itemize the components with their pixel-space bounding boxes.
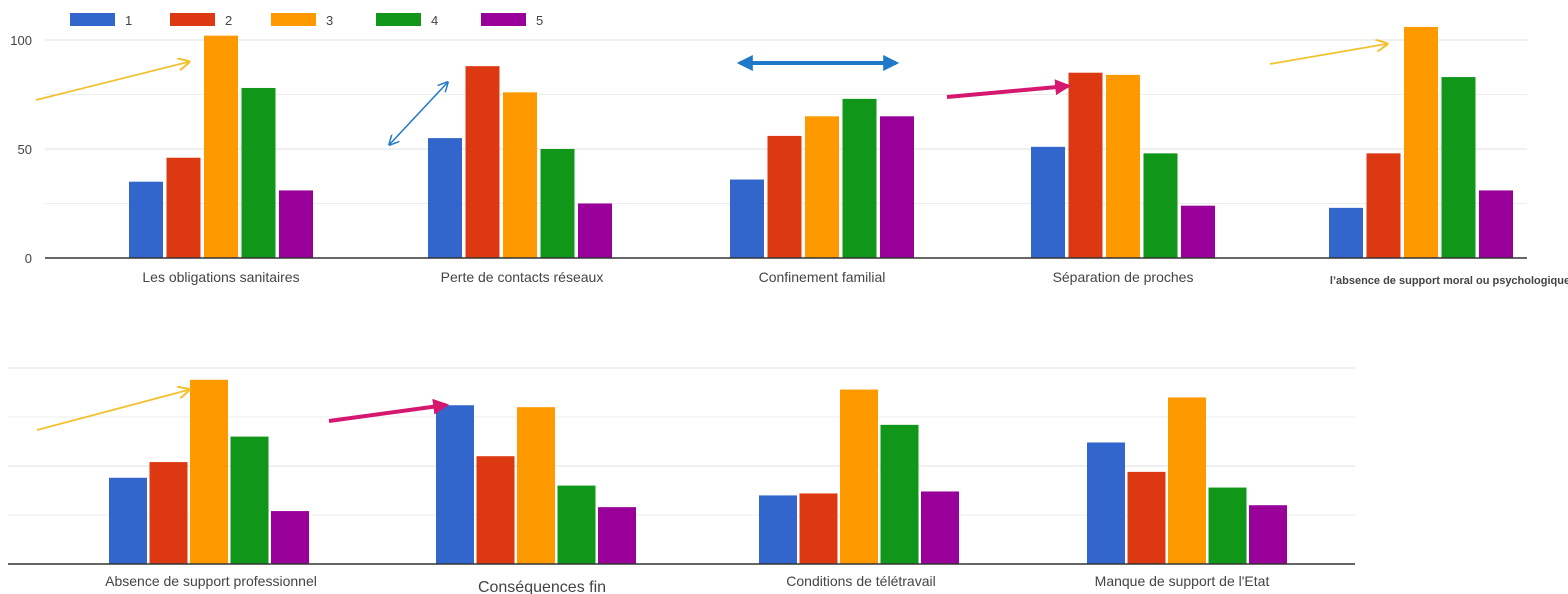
category-label-4: Manque de support de l'Etat	[1095, 573, 1270, 589]
bar-cat2-series3	[503, 92, 537, 258]
double-arrow-blue-1	[390, 83, 447, 144]
legend-label-3: 3	[326, 13, 333, 28]
chart-bottom-category-labels: Absence de support professionnel Conséque…	[105, 573, 1269, 594]
chart-top-bars	[129, 26, 1513, 259]
bar-cat2-series2	[476, 456, 515, 564]
category-label-3: Confinement familial	[759, 269, 886, 285]
legend: 1 2 3 4 5	[70, 13, 543, 28]
legend-swatch-3	[271, 13, 316, 26]
bar-cat4-series1	[1031, 146, 1065, 258]
legend-label-5: 5	[536, 13, 543, 28]
bar-cat3-series4	[880, 424, 919, 564]
legend-label-1: 1	[125, 13, 132, 28]
arrow-magenta-1	[946, 79, 1072, 99]
bar-cat1-series5	[271, 511, 309, 564]
bar-cat4-series4	[1208, 487, 1247, 564]
bar-cat4-series1	[1087, 442, 1125, 564]
y-tick-label-100: 100	[10, 33, 32, 48]
bar-cat3-series3	[840, 389, 878, 564]
bar-cat1-series3	[190, 379, 228, 564]
bar-cat2-series5	[578, 203, 612, 258]
bar-cat5-series5	[1479, 190, 1513, 258]
bar-cat2-series4	[540, 149, 575, 258]
category-label-1: Les obligations sanitaires	[142, 269, 299, 285]
legend-label-2: 2	[225, 13, 232, 28]
bar-cat2-series3	[517, 407, 555, 564]
bar-cat2-series4	[557, 485, 596, 564]
legend-swatch-4	[376, 13, 421, 26]
bar-cat1-series2	[149, 462, 188, 564]
bar-cat3-series1	[730, 179, 764, 258]
bar-cat4-series4	[1143, 153, 1178, 258]
bar-cat3-series2	[767, 135, 802, 258]
bar-cat3-series5	[921, 491, 959, 564]
bar-cat3-series4	[842, 98, 877, 258]
bar-cat5-series2	[1366, 153, 1401, 258]
category-label-4: Séparation de proches	[1053, 269, 1194, 285]
bar-cat3-series1	[759, 495, 797, 564]
arrow-yellow-2	[1269, 44, 1386, 65]
y-tick-label-50: 50	[18, 142, 32, 157]
chart-top-y-ticks: 0 50 100	[10, 33, 32, 266]
bar-cat1-series2	[166, 157, 201, 258]
bar-cat1-series3	[204, 35, 238, 258]
bar-cat1-series4	[241, 87, 276, 259]
bar-cat3-series2	[799, 493, 838, 564]
bar-cat1-series1	[109, 477, 147, 564]
bar-cat4-series3	[1106, 74, 1140, 258]
bar-cat2-series2	[465, 66, 500, 258]
arrow-yellow-1	[35, 62, 188, 101]
category-label-1: Absence de support professionnel	[105, 573, 317, 589]
legend-swatch-5	[481, 13, 526, 26]
bar-cat3-series3	[805, 116, 839, 258]
bar-cat4-series5	[1249, 505, 1287, 564]
bar-cat4-series5	[1181, 205, 1215, 258]
bar-cat4-series2	[1127, 471, 1166, 564]
legend-label-4: 4	[431, 13, 438, 28]
y-tick-label-0: 0	[25, 251, 32, 266]
category-label-2: Perte de contacts réseaux	[441, 269, 604, 285]
chart-bottom-bars	[109, 379, 1287, 564]
chart-top-annotations	[35, 44, 1386, 144]
bar-cat1-series4	[230, 436, 269, 564]
arrow-magenta-2	[328, 398, 450, 423]
bar-cat1-series5	[279, 190, 313, 258]
bar-cat1-series1	[129, 181, 163, 258]
bar-cat5-series3	[1404, 26, 1438, 259]
bar-cat4-series3	[1168, 397, 1206, 564]
category-label-3: Conditions de télétravail	[786, 573, 935, 589]
bar-cat5-series4	[1441, 77, 1476, 258]
arrow-yellow-3	[36, 390, 188, 431]
chart-bottom: Absence de support professionnel Conséque…	[8, 367, 1355, 594]
bar-cat2-series5	[598, 507, 636, 564]
bar-cat3-series5	[880, 116, 914, 258]
category-label-2: Conséquences fin	[478, 579, 606, 594]
category-label-5: l’absence de support moral ou psychologi…	[1330, 275, 1568, 287]
chart-bottom-annotations	[36, 390, 450, 431]
chart-top: 0 50 100 Les obligations sanitaires Perte d…	[10, 26, 1568, 287]
bar-cat2-series1	[428, 138, 462, 258]
bar-cat2-series1	[436, 405, 474, 564]
chart-top-category-labels: Les obligations sanitaires Perte de conta…	[142, 269, 1568, 287]
bar-cat4-series2	[1068, 72, 1103, 258]
legend-swatch-1	[70, 13, 115, 26]
bar-cat5-series1	[1329, 207, 1363, 258]
legend-swatch-2	[170, 13, 215, 26]
